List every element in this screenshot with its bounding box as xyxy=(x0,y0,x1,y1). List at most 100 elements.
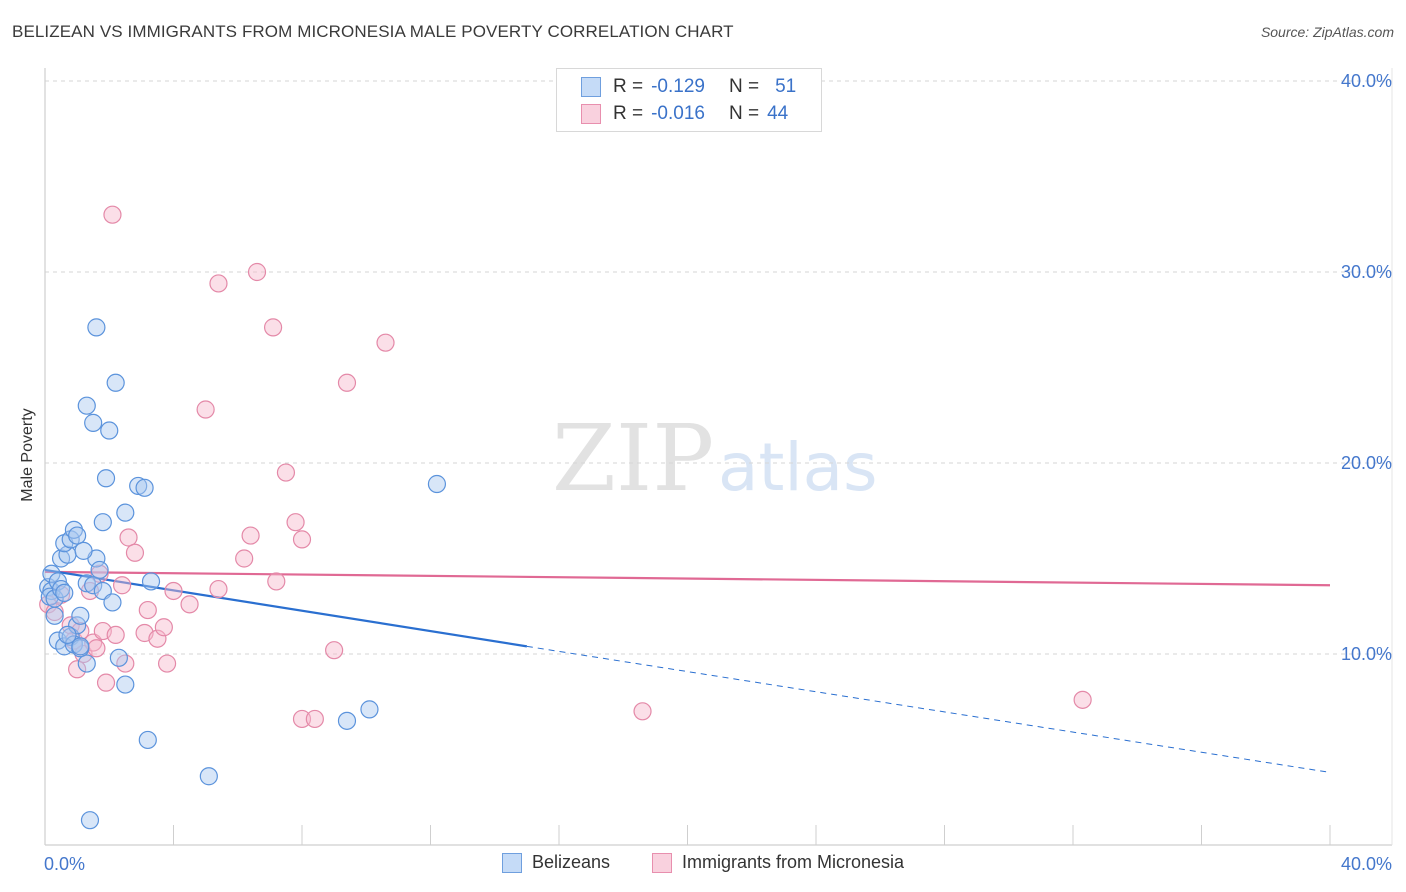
belizean-point xyxy=(68,526,87,545)
legend-r-value-blue: -0.129 xyxy=(651,76,705,97)
legend-n-label: N = xyxy=(728,103,760,124)
bottom-legend-micronesia: Immigrants from Micronesia xyxy=(652,852,904,873)
belizean-point xyxy=(74,541,93,560)
belizean-point xyxy=(427,474,447,494)
micronesia-point xyxy=(247,262,267,282)
legend-swatch-pink xyxy=(581,104,601,124)
micronesia-point xyxy=(276,463,296,482)
bottom-legend-label-pink: Immigrants from Micronesia xyxy=(682,852,905,872)
belizean-point xyxy=(84,576,103,595)
micronesia-trend-line xyxy=(44,570,1331,587)
belizean-point xyxy=(77,654,96,673)
legend-n-label: N = xyxy=(728,76,760,97)
micronesia-point xyxy=(325,641,344,660)
legend-swatch-blue xyxy=(581,77,601,97)
belizean-point xyxy=(64,520,84,539)
micronesia-point xyxy=(125,543,145,562)
belizean-point xyxy=(116,675,135,694)
belizean-point xyxy=(116,503,135,522)
micronesia-point xyxy=(157,654,177,673)
belizean-trend-line xyxy=(44,568,528,648)
micronesia-point xyxy=(196,400,215,419)
micronesia-point xyxy=(148,629,167,648)
belizean-point xyxy=(141,572,161,591)
micronesia-point xyxy=(305,709,324,729)
legend-r-label: R = xyxy=(613,76,644,97)
micronesia-point xyxy=(376,333,395,352)
belizean-point xyxy=(138,730,157,750)
belizean-point xyxy=(103,593,122,612)
micronesia-point xyxy=(209,579,228,599)
source-label: Source: ZipAtlas.com xyxy=(1260,24,1394,40)
belizean-point xyxy=(58,625,77,645)
micronesia-point xyxy=(292,530,312,549)
micronesia-point xyxy=(87,639,106,658)
micronesia-point xyxy=(106,625,125,645)
belizean-point xyxy=(87,318,106,337)
tick-labels: 10.0% 20.0% 30.0% 40.0% 0.0% 40.0% xyxy=(44,71,1392,874)
belizean-point xyxy=(71,606,90,625)
legend-n-value-pink: 44 xyxy=(767,103,789,124)
bottom-legend-swatch-pink xyxy=(652,852,672,873)
micronesia-point xyxy=(267,572,286,591)
data-points xyxy=(39,205,1092,830)
bottom-legend-swatch-blue xyxy=(502,852,522,873)
micronesia-point xyxy=(138,600,157,620)
x-tick-label: 0.0% xyxy=(44,854,85,874)
belizean-point xyxy=(42,564,61,583)
micronesia-point xyxy=(292,709,312,729)
belizean-point xyxy=(100,421,119,440)
belizean-point xyxy=(360,700,379,719)
belizean-point xyxy=(80,811,100,830)
micronesia-point xyxy=(633,702,652,721)
belizean-point xyxy=(96,469,116,488)
chart-title: BELIZEAN VS IMMIGRANTS FROM MICRONESIA M… xyxy=(12,22,734,41)
watermark-zip: ZIP xyxy=(552,405,714,512)
legend-row-micronesia: R = -0.016 N = 44 xyxy=(581,102,788,126)
belizean-point xyxy=(55,583,74,602)
micronesia-point xyxy=(209,274,228,293)
belizean-point xyxy=(90,560,109,580)
y-tick-label: 10.0% xyxy=(1341,644,1392,664)
belizean-point xyxy=(45,606,64,625)
micronesia-point xyxy=(241,526,260,545)
micronesia-point xyxy=(1073,690,1092,709)
belizean-point xyxy=(337,711,357,730)
micronesia-point xyxy=(337,373,357,392)
micronesia-point xyxy=(263,318,283,337)
belizean-point xyxy=(77,574,96,593)
bottom-legend-belizeans: Belizeans xyxy=(502,852,610,873)
micronesia-point xyxy=(235,549,254,568)
legend-r-value-pink: -0.016 xyxy=(651,103,705,124)
micronesia-point xyxy=(154,618,173,637)
micronesia-point xyxy=(90,564,109,583)
belizean-point xyxy=(68,616,87,635)
axes xyxy=(44,68,1393,846)
legend-row-belizeans: R = -0.129 N = 51 xyxy=(581,75,796,99)
belizean-point xyxy=(71,637,90,656)
watermark-atlas: atlas xyxy=(718,429,878,506)
belizean-point xyxy=(129,476,148,496)
x-tick-label: 40.0% xyxy=(1341,854,1392,874)
trend-lines xyxy=(44,568,1331,773)
micronesia-point xyxy=(119,528,138,547)
legend-r-label: R = xyxy=(613,103,644,124)
micronesia-point xyxy=(164,581,183,601)
belizean-point xyxy=(93,513,112,532)
micronesia-point xyxy=(103,205,122,224)
micronesia-point xyxy=(96,673,116,692)
bottom-legend-label-blue: Belizeans xyxy=(532,852,611,872)
belizean-point xyxy=(106,373,125,392)
grid-lines xyxy=(45,80,1392,655)
micronesia-point xyxy=(180,595,199,614)
belizean-trend-extension xyxy=(526,645,1331,773)
belizean-point xyxy=(77,396,96,415)
y-tick-label: 40.0% xyxy=(1341,71,1392,91)
belizean-point xyxy=(199,767,218,786)
correlation-legend: R = -0.129 N = 51 R = -0.016 N = 44 xyxy=(556,68,822,132)
belizean-point xyxy=(135,478,154,497)
belizean-point xyxy=(109,648,128,667)
micronesia-point xyxy=(286,513,305,532)
micronesia-point xyxy=(112,576,132,595)
